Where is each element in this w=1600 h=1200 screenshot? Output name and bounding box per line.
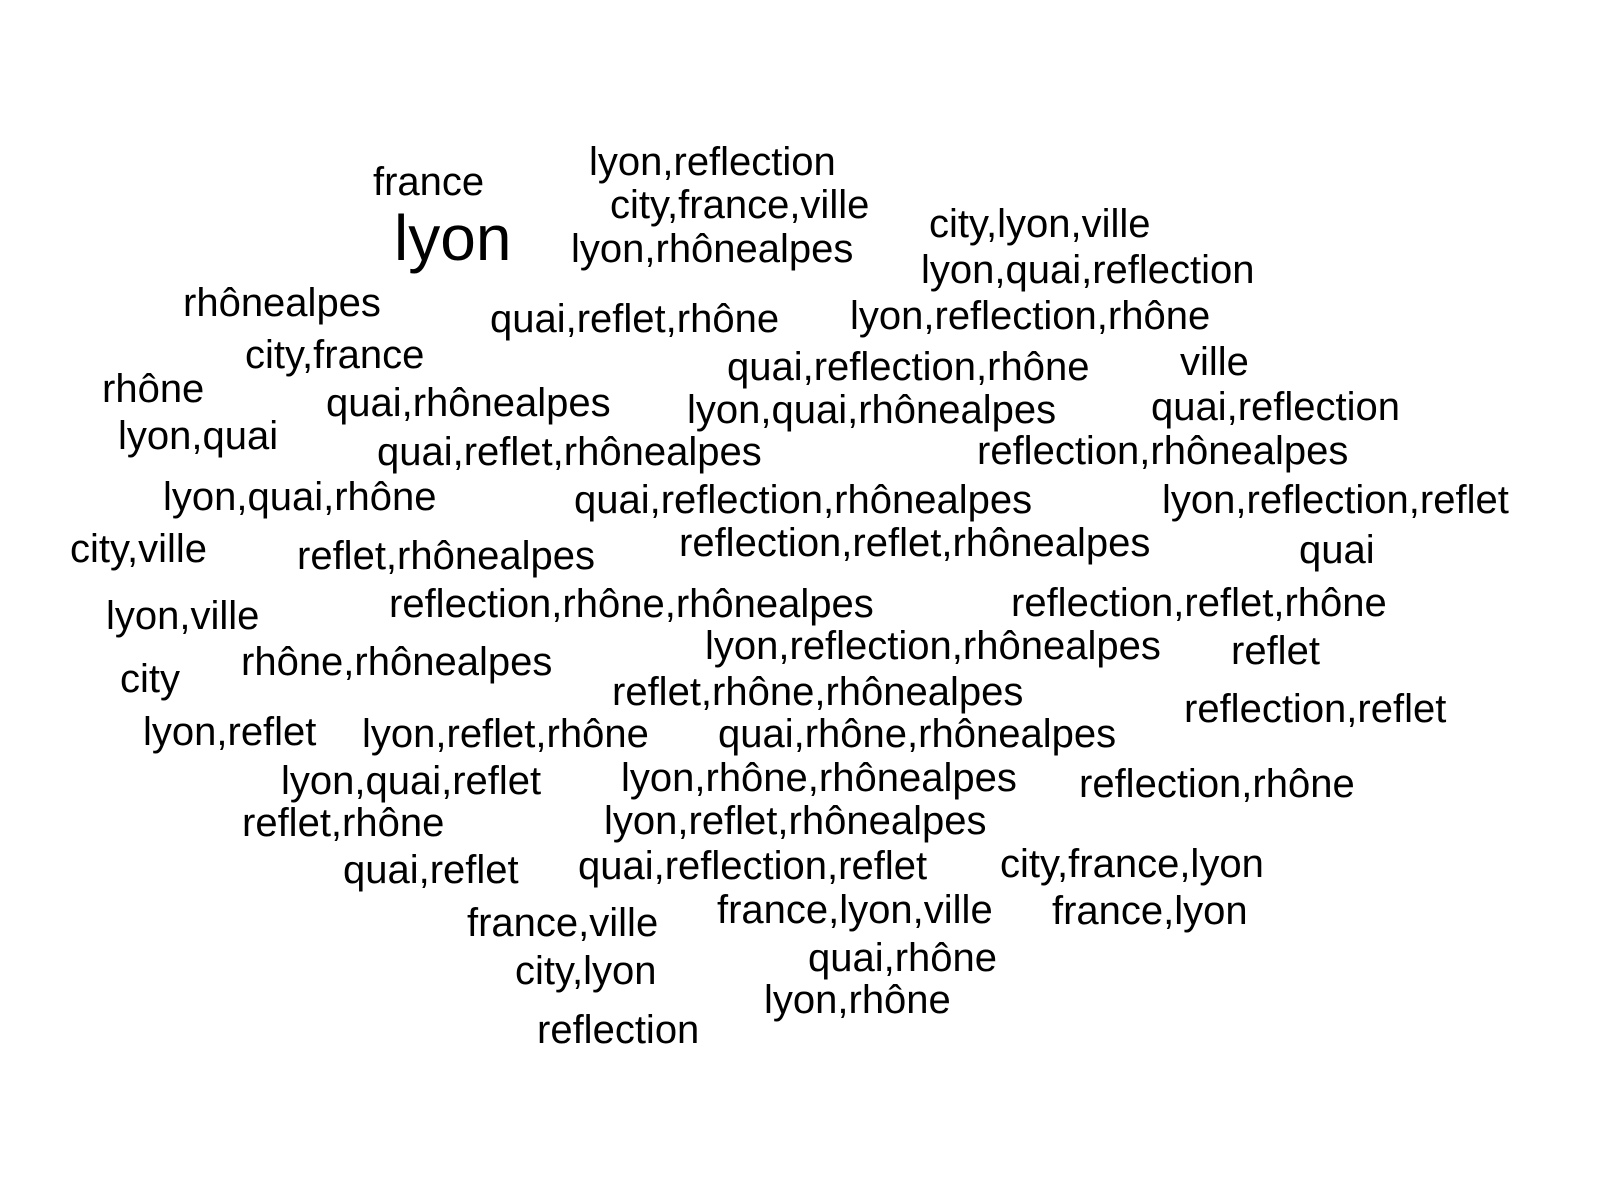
word-quai: quai: [1299, 527, 1375, 572]
word-city-france-lyon: city,france,lyon: [1000, 841, 1264, 886]
word-quai-reflet: quai,reflet: [343, 847, 519, 892]
word-rhonealpes: rhônealpes: [183, 280, 381, 325]
word-lyon-rhone: lyon,rhône: [764, 977, 951, 1022]
word-city-lyon: city,lyon: [515, 948, 657, 993]
word-lyon-rhone-rhonealpes: lyon,rhône,rhônealpes: [621, 755, 1017, 800]
word-lyon-rhonealpes: lyon,rhônealpes: [571, 226, 854, 271]
word-lyon-quai-reflection: lyon,quai,reflection: [921, 247, 1255, 292]
word-quai-rhone: quai,rhône: [808, 935, 998, 980]
word-city-france-ville: city,france,ville: [610, 182, 870, 227]
word-quai-reflection-rhone: quai,reflection,rhône: [727, 344, 1090, 389]
word-lyon-reflection-rhone: lyon,reflection,rhône: [850, 293, 1211, 338]
word-lyon-ville: lyon,ville: [106, 593, 260, 638]
word-lyon-reflet-rhonealpes: lyon,reflet,rhônealpes: [604, 798, 987, 843]
word-lyon-quai-rhone: lyon,quai,rhône: [163, 474, 437, 519]
word-reflection-rhone: reflection,rhône: [1079, 761, 1355, 806]
word-lyon-reflet: lyon,reflet: [143, 709, 317, 754]
word-reflection-reflet-rhonealpes: reflection,reflet,rhônealpes: [679, 520, 1151, 565]
word-city-ville: city,ville: [70, 526, 208, 571]
word-lyon-reflection: lyon,reflection: [589, 139, 836, 184]
word-lyon-reflet-rhone: lyon,reflet,rhône: [362, 711, 649, 756]
word-reflection-reflet: reflection,reflet: [1184, 686, 1447, 731]
word-rhone: rhône: [102, 366, 205, 411]
word-quai-rhone-rhonealpes: quai,rhône,rhônealpes: [718, 711, 1117, 756]
word-reflection-reflet-rhone: reflection,reflet,rhône: [1011, 580, 1387, 625]
word-city: city: [120, 656, 180, 701]
word-lyon-quai-rhonealpes: lyon,quai,rhônealpes: [687, 387, 1057, 432]
word-lyon-reflection-reflet: lyon,reflection,reflet: [1162, 477, 1509, 522]
word-rhone-rhonealpes: rhône,rhônealpes: [241, 639, 553, 684]
word-reflet-rhone-rhonealpes: reflet,rhône,rhônealpes: [612, 669, 1024, 714]
word-quai-reflection: quai,reflection: [1151, 384, 1401, 429]
word-france-ville: france,ville: [467, 900, 659, 945]
word-france-lyon-ville: france,lyon,ville: [717, 887, 993, 932]
word-reflection-rhonealpes: reflection,rhônealpes: [977, 428, 1349, 473]
word-city-lyon-ville: city,lyon,ville: [929, 201, 1151, 246]
word-lyon-big: lyon: [394, 202, 512, 275]
word-quai-reflection-reflet: quai,reflection,reflet: [578, 843, 928, 888]
word-lyon-reflection-rhonealpes: lyon,reflection,rhônealpes: [705, 623, 1161, 668]
word-ville: ville: [1180, 339, 1249, 384]
word-reflection: reflection: [537, 1007, 700, 1052]
word-lyon-quai: lyon,quai: [118, 413, 279, 458]
word-reflection-rhone-rhonealpes: reflection,rhône,rhônealpes: [389, 581, 874, 626]
word-reflet-rhone: reflet,rhône: [242, 800, 445, 845]
word-quai-reflection-rhonealpes: quai,reflection,rhônealpes: [574, 477, 1033, 522]
word-quai-rhonealpes: quai,rhônealpes: [326, 380, 611, 425]
word-reflet: reflet: [1231, 628, 1320, 673]
word-france-lyon: france,lyon: [1052, 888, 1248, 933]
word-france: france: [373, 159, 485, 204]
word-quai-reflet-rhone: quai,reflet,rhône: [490, 296, 780, 341]
word-city-france: city,france: [245, 332, 425, 377]
word-lyon-quai-reflet: lyon,quai,reflet: [281, 758, 542, 803]
word-quai-reflet-rhonealpes: quai,reflet,rhônealpes: [377, 429, 762, 474]
word-reflet-rhonealpes: reflet,rhônealpes: [297, 533, 595, 578]
